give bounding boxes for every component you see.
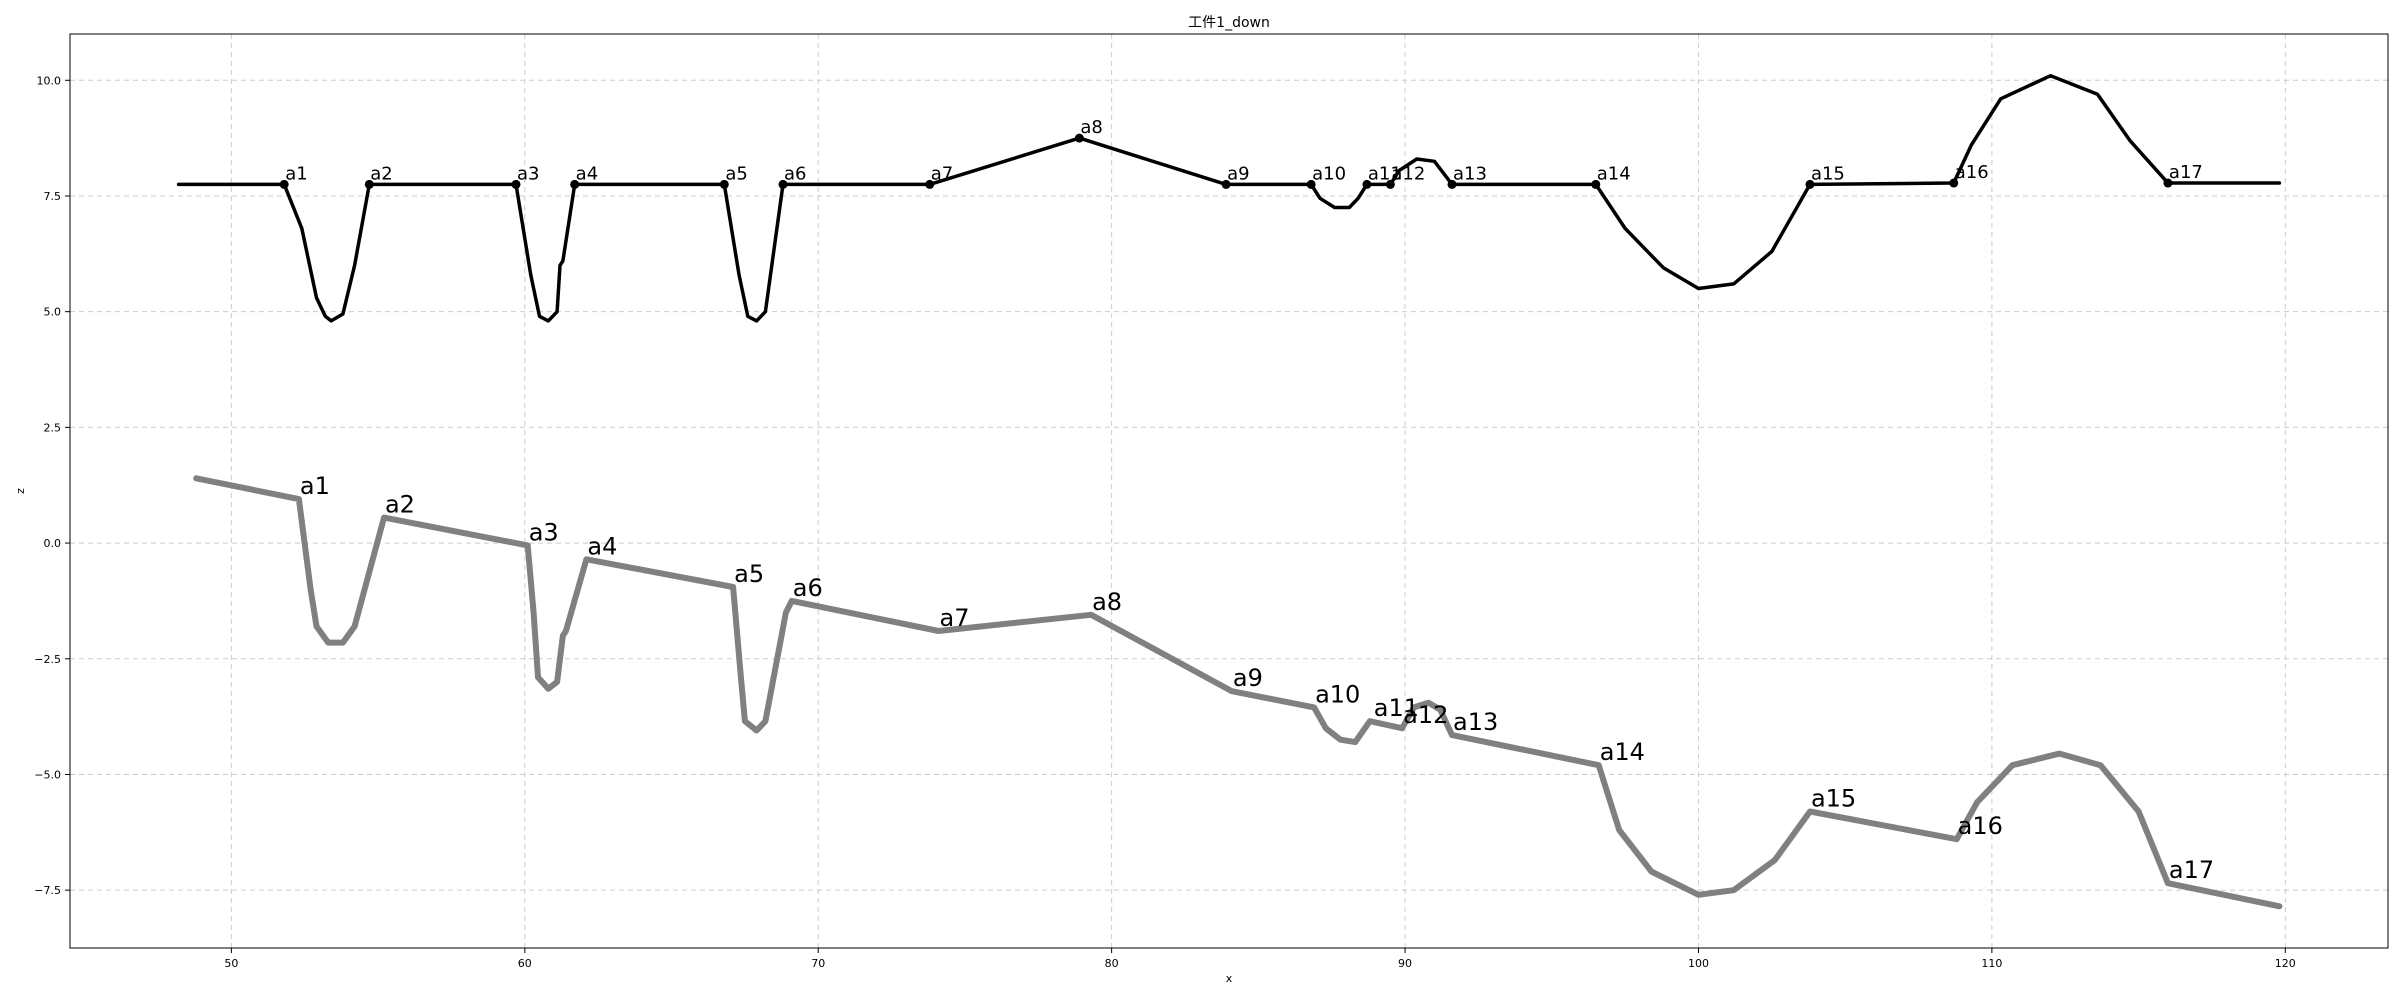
point-label: a7: [931, 163, 953, 184]
x-tick-label: 120: [2275, 957, 2296, 970]
plot-frame: [69, 33, 2389, 949]
series-line-2: [193, 475, 2283, 910]
point-label: a17: [2169, 856, 2214, 884]
point-label: a2: [385, 491, 415, 519]
point-marker: [1221, 179, 1231, 189]
point-marker: [1805, 179, 1815, 189]
chart-title: 工件1_down: [1188, 15, 1270, 31]
y-tick-label: 2.5: [44, 421, 62, 434]
y-tick-label: 7.5: [44, 190, 62, 203]
point-label: a6: [784, 163, 806, 184]
point-label: a9: [1233, 664, 1263, 692]
x-tick-label: 50: [224, 957, 238, 970]
point-marker: [778, 179, 788, 189]
point-label: a10: [1312, 163, 1346, 184]
point-label: a16: [1958, 812, 2003, 840]
y-tick-label: 5.0: [44, 306, 62, 319]
point-label: a9: [1227, 163, 1249, 184]
point-marker: [1074, 133, 1084, 143]
point-marker: [1306, 179, 1316, 189]
point-label: a13: [1453, 163, 1487, 184]
point-label: a8: [1080, 117, 1102, 138]
x-tick-label: 70: [811, 957, 825, 970]
x-tick-label: 110: [1981, 957, 2002, 970]
x-tick-label: 90: [1398, 957, 1412, 970]
point-marker: [1447, 179, 1457, 189]
point-label: a16: [1955, 162, 1989, 183]
x-tick-label: 80: [1105, 957, 1119, 970]
point-label: a1: [285, 163, 307, 184]
point-marker: [1385, 179, 1395, 189]
point-label: a17: [2169, 162, 2203, 183]
point-label: a2: [370, 163, 392, 184]
point-marker: [1362, 179, 1372, 189]
point-label: a5: [734, 560, 764, 588]
point-label: a12: [1391, 163, 1425, 184]
point-label: a1: [300, 472, 330, 500]
point-label: a14: [1597, 163, 1631, 184]
point-label: a4: [576, 163, 598, 184]
y-tick-label: −2.5: [34, 653, 61, 666]
series-group: [176, 73, 2283, 910]
point-marker: [279, 179, 289, 189]
x-axis-label: x: [1226, 972, 1233, 985]
point-label: a3: [517, 163, 539, 184]
point-label: a12: [1403, 701, 1448, 729]
point-marker: [719, 179, 729, 189]
point-label: a4: [587, 532, 617, 560]
point-label: a10: [1315, 680, 1360, 708]
y-tick-label: 0.0: [44, 537, 62, 550]
y-tick-label: −5.0: [34, 768, 61, 781]
point-marker: [2163, 178, 2173, 188]
series-line-1: [176, 73, 2282, 323]
point-marker: [1591, 179, 1601, 189]
point-label: a6: [793, 574, 823, 602]
x-tick-label: 60: [518, 957, 532, 970]
point-marker: [570, 179, 580, 189]
point-label: a5: [725, 163, 747, 184]
ticks: 50 60 70 80 90 100 110 120 −7.5 −5.0 −2.5 0.0 2.5 5.0…: [34, 74, 2296, 970]
y-tick-label: −7.5: [34, 884, 61, 897]
y-tick-label: 10.0: [37, 74, 62, 87]
point-label: a3: [529, 518, 559, 546]
y-axis-label: z: [14, 488, 27, 494]
point-marker: [511, 179, 521, 189]
point-label: a14: [1600, 738, 1645, 766]
point-marker: [1949, 178, 1959, 188]
point-label: a11: [1374, 694, 1419, 722]
point-label: a11: [1368, 163, 1402, 184]
x-tick-label: 100: [1688, 957, 1709, 970]
point-label: a13: [1453, 708, 1498, 736]
point-marker: [925, 179, 935, 189]
point-marker: [364, 179, 374, 189]
point-label: a15: [1811, 784, 1856, 812]
point-label: a7: [940, 604, 970, 632]
point-label: a8: [1092, 588, 1122, 616]
point-label: a15: [1811, 163, 1845, 184]
